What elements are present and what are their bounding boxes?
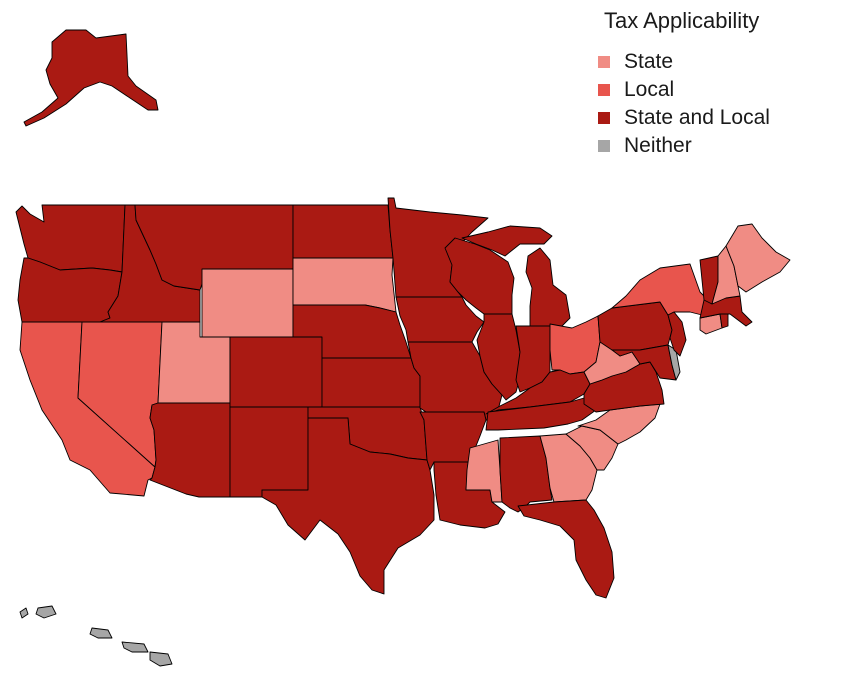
legend-label-state: State xyxy=(624,50,674,73)
state-nc xyxy=(577,403,661,445)
state-pa xyxy=(597,301,673,351)
legend: Tax Applicability State Local State and … xyxy=(598,8,770,160)
state-md xyxy=(611,344,677,381)
legend-swatch-neither xyxy=(598,140,610,152)
legend-title: Tax Applicability xyxy=(604,8,760,33)
state-ks xyxy=(321,357,421,409)
legend-swatch-state-and-local xyxy=(598,112,610,124)
state-hi xyxy=(19,605,173,667)
legend-label-neither: Neither xyxy=(624,134,692,157)
legend-label-state-and-local: State and Local xyxy=(624,106,770,129)
state-wy xyxy=(201,268,294,338)
state-sd xyxy=(292,257,397,313)
state-il xyxy=(476,313,521,401)
state-ne xyxy=(292,304,412,359)
legend-swatch-state xyxy=(598,56,610,68)
state-co xyxy=(229,336,323,408)
state-nm xyxy=(229,406,309,498)
state-fl xyxy=(517,499,615,599)
state-nd xyxy=(292,204,394,259)
state-tx xyxy=(261,417,435,595)
legend-item-neither: Neither xyxy=(598,132,770,160)
legend-item-local: Local xyxy=(598,76,770,104)
state-ia xyxy=(395,296,485,343)
state-mi xyxy=(461,225,571,327)
legend-item-state-and-local: State and Local xyxy=(598,104,770,132)
legend-swatch-local xyxy=(598,84,610,96)
state-me xyxy=(725,223,791,293)
state-nj xyxy=(667,311,687,357)
state-tn xyxy=(485,395,611,431)
state-ak xyxy=(23,29,159,127)
legend-label-local: Local xyxy=(624,78,675,101)
state-ms xyxy=(465,439,503,503)
legend-item-state: State xyxy=(598,48,770,76)
state-az xyxy=(149,402,231,498)
